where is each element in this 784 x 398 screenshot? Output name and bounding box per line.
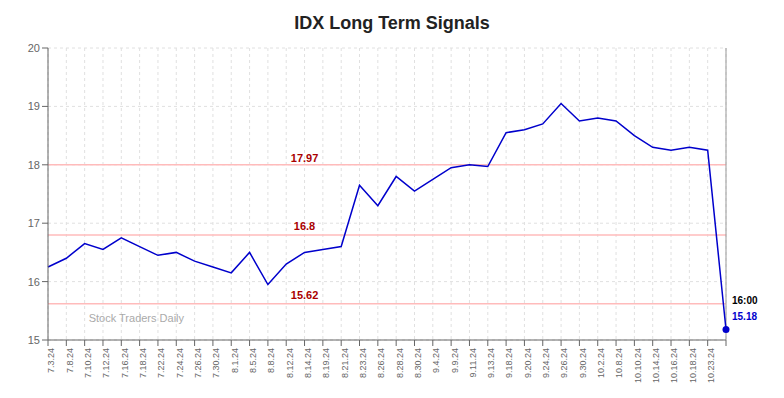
svg-text:8.26.24: 8.26.24	[376, 348, 386, 378]
svg-text:7.22.24: 7.22.24	[156, 348, 166, 378]
svg-text:7.30.24: 7.30.24	[211, 348, 221, 378]
svg-text:7.10.24: 7.10.24	[83, 348, 93, 378]
svg-text:7.12.24: 7.12.24	[101, 348, 111, 378]
svg-text:8.21.24: 8.21.24	[340, 348, 350, 378]
svg-text:9.11.24: 9.11.24	[468, 348, 478, 377]
svg-text:8.12.24: 8.12.24	[285, 348, 295, 378]
svg-text:10.10.24: 10.10.24	[633, 348, 643, 383]
svg-text:7.26.24: 7.26.24	[193, 348, 203, 378]
svg-text:9.13.24: 9.13.24	[486, 348, 496, 378]
svg-text:10.2.24: 10.2.24	[596, 348, 606, 378]
svg-text:8.28.24: 8.28.24	[395, 348, 405, 378]
svg-text:20: 20	[28, 42, 40, 54]
svg-text:8.19.24: 8.19.24	[321, 348, 331, 378]
svg-text:8.30.24: 8.30.24	[413, 348, 423, 378]
svg-text:18: 18	[28, 159, 40, 171]
svg-text:9.24.24: 9.24.24	[541, 348, 551, 378]
svg-text:16: 16	[28, 276, 40, 288]
svg-text:10.8.24: 10.8.24	[614, 348, 624, 378]
svg-text:9.9.24: 9.9.24	[450, 348, 460, 373]
svg-text:15.18: 15.18	[732, 311, 757, 322]
svg-text:7.3.24: 7.3.24	[46, 348, 56, 373]
svg-text:16:00: 16:00	[732, 295, 758, 306]
svg-text:8.14.24: 8.14.24	[303, 348, 313, 378]
svg-text:8.5.24: 8.5.24	[248, 348, 258, 373]
svg-text:9.30.24: 9.30.24	[578, 348, 588, 378]
svg-text:8.1.24: 8.1.24	[230, 348, 240, 373]
svg-text:8.23.24: 8.23.24	[358, 348, 368, 378]
svg-text:17.97: 17.97	[291, 152, 319, 164]
html-text:IDX Long Term Signals: IDX Long Term Signals	[294, 13, 490, 33]
svg-text:15: 15	[28, 334, 40, 346]
svg-text:9.20.24: 9.20.24	[523, 348, 533, 378]
svg-text:10.18.24: 10.18.24	[688, 348, 698, 383]
svg-text:10.23.24: 10.23.24	[706, 348, 716, 383]
svg-text:9.18.24: 9.18.24	[504, 348, 514, 378]
svg-text:9.4.24: 9.4.24	[431, 348, 441, 373]
svg-text:8.8.24: 8.8.24	[266, 348, 276, 373]
svg-text:7.16.24: 7.16.24	[120, 348, 130, 378]
svg-text:7.8.24: 7.8.24	[65, 348, 75, 373]
svg-text:9.26.24: 9.26.24	[559, 348, 569, 378]
svg-text:16.8: 16.8	[294, 220, 315, 232]
svg-text:7.24.24: 7.24.24	[175, 348, 185, 378]
svg-text:10.14.24: 10.14.24	[651, 348, 661, 383]
html-text:Stock Traders Daily: Stock Traders Daily	[88, 312, 184, 325]
svg-text:17: 17	[28, 217, 40, 229]
svg-text:15.62: 15.62	[291, 289, 319, 301]
svg-text:19: 19	[28, 100, 40, 112]
svg-text:7.18.24: 7.18.24	[138, 348, 148, 378]
svg-text:10.16.24: 10.16.24	[669, 348, 679, 383]
